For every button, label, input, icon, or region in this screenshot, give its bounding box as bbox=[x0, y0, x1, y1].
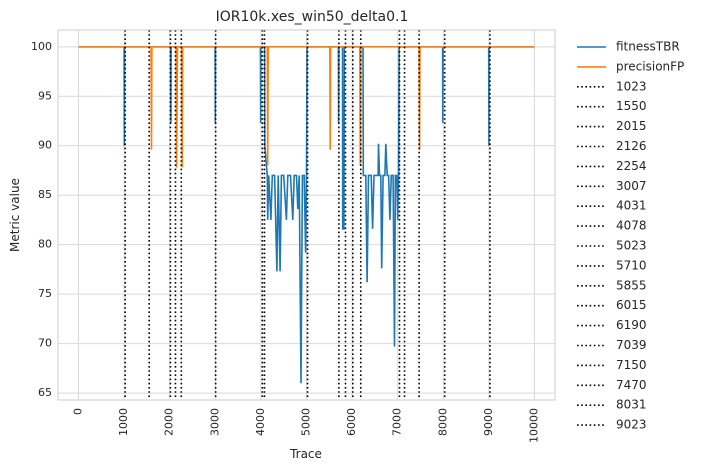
legend-label: precisionFP bbox=[616, 59, 684, 73]
legend-label: 2126 bbox=[616, 139, 647, 153]
legend: fitnessTBR precisionFP 1023 1550 2015 2126 225… bbox=[577, 40, 684, 432]
x-tick-label: 7000 bbox=[391, 408, 404, 436]
x-tick-label: 3000 bbox=[208, 408, 221, 436]
x-tick-label: 8000 bbox=[436, 408, 449, 436]
legend-label: 3007 bbox=[616, 179, 647, 193]
x-tick-label: 2000 bbox=[163, 408, 176, 436]
plot-frame bbox=[57, 29, 556, 401]
legend-label: 5855 bbox=[616, 278, 647, 292]
legend-label: 4078 bbox=[616, 219, 647, 233]
y-tick-label: 85 bbox=[38, 188, 52, 201]
x-tick-label: 9000 bbox=[482, 408, 495, 436]
chart-title: IOR10k.xes_win50_delta0.1 bbox=[216, 9, 409, 25]
x-tick-label: 5000 bbox=[300, 408, 313, 436]
series-line-precisionFP bbox=[78, 46, 535, 168]
legend-label: 9023 bbox=[616, 418, 647, 432]
y-tick-label: 75 bbox=[38, 287, 52, 300]
legend-label: 5023 bbox=[616, 239, 647, 253]
y-tick-label: 80 bbox=[38, 238, 52, 251]
x-tick-label: 6000 bbox=[345, 408, 358, 436]
x-tick-labels: 0 1000 2000 3000 4000 5000 6000 7000 8000 9000 100… bbox=[72, 408, 541, 443]
x-tick-label: 4000 bbox=[254, 408, 267, 436]
y-tick-label: 70 bbox=[38, 337, 52, 350]
legend-label: 1023 bbox=[616, 79, 647, 93]
y-tick-labels: 65 70 75 80 85 90 95 100 bbox=[31, 40, 52, 399]
legend-label: fitnessTBR bbox=[616, 40, 680, 54]
y-tick-label: 90 bbox=[38, 139, 52, 152]
y-tick-label: 100 bbox=[31, 40, 52, 53]
legend-label: 7039 bbox=[616, 338, 647, 352]
legend-label: 2254 bbox=[616, 159, 647, 173]
x-tick-label: 0 bbox=[72, 408, 85, 415]
legend-label: 6015 bbox=[616, 298, 647, 312]
legend-label: 7150 bbox=[616, 358, 647, 372]
legend-label: 5710 bbox=[616, 258, 647, 272]
x-tick-label: 10000 bbox=[527, 408, 540, 443]
legend-label: 4031 bbox=[616, 199, 647, 213]
legend-label: 8031 bbox=[616, 398, 647, 412]
y-axis-label: Metric value bbox=[8, 178, 22, 252]
x-axis-label: Trace bbox=[289, 447, 322, 461]
y-tick-label: 95 bbox=[38, 89, 52, 102]
plot-area bbox=[78, 30, 535, 400]
legend-label: 7470 bbox=[616, 378, 647, 392]
y-tick-label: 65 bbox=[38, 386, 52, 399]
x-tick-label: 1000 bbox=[117, 408, 130, 436]
legend-label: 2015 bbox=[616, 119, 647, 133]
legend-label: 1550 bbox=[616, 99, 647, 113]
legend-label: 6190 bbox=[616, 318, 647, 332]
